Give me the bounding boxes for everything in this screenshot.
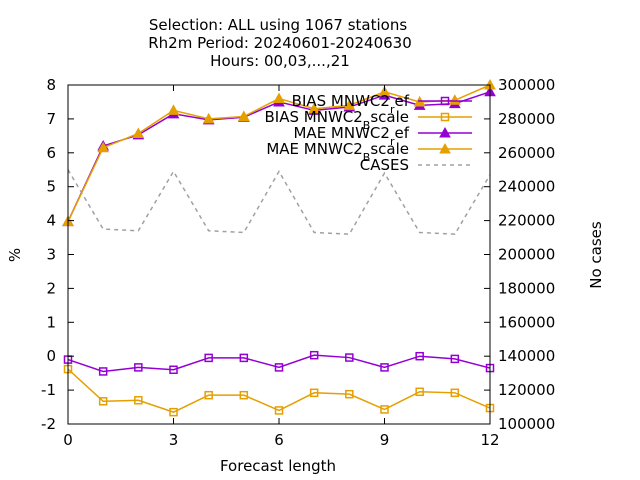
series-point (343, 99, 356, 110)
y-tick-label: 3 (46, 246, 56, 264)
series-point (415, 387, 424, 397)
y-tick-label: 1 (46, 313, 56, 331)
title-line-2: Rh2m Period: 20240601-20240630 (148, 34, 412, 52)
series-point (380, 363, 389, 372)
axis-ticks: 0 3 6 9 12-2-1012345678100000120000140000160… (41, 76, 555, 449)
series-point (309, 350, 319, 360)
series-point (98, 367, 108, 376)
y2-tick-label: 280000 (498, 110, 555, 128)
y2-tick-label: 160000 (498, 313, 555, 331)
legend-entry-4: CASES (360, 156, 472, 174)
series-point (274, 406, 284, 415)
y-axis-label: % (6, 248, 24, 262)
series-point (204, 353, 213, 363)
title-line-1: Selection: ALL using 1067 stations (149, 16, 408, 34)
y-tick-label: 0 (46, 347, 56, 365)
legend-entry-3: MAE MNWC2Bscale (266, 140, 472, 164)
legend-sample-marker (439, 126, 451, 138)
chart-title: Selection: ALL using 1067 stations Rh2m … (148, 16, 412, 70)
y2-tick-label: 200000 (498, 246, 555, 264)
series-point (378, 85, 391, 97)
y-tick-label: 2 (46, 279, 56, 297)
legend-entry-1: BIAS MNWC2Bscale (265, 108, 472, 132)
series-point (415, 351, 424, 361)
y-tick-label: 4 (46, 212, 56, 230)
y2-tick-label: 260000 (498, 144, 555, 162)
series-point (132, 127, 145, 138)
series-1 (63, 364, 495, 417)
series-point (98, 397, 108, 406)
series-0 (63, 350, 495, 376)
series-point (308, 102, 321, 114)
series-point (134, 363, 143, 372)
x-tick-label: 3 (169, 431, 179, 449)
series-point (239, 390, 249, 400)
series-point (345, 353, 354, 362)
series-point (204, 390, 213, 400)
x-tick-label: 9 (380, 431, 390, 449)
y2-tick-label: 100000 (498, 415, 555, 433)
y2-tick-label: 120000 (498, 381, 555, 399)
y2-tick-label: 140000 (498, 347, 555, 365)
series-point (309, 388, 319, 398)
series-point (450, 388, 460, 398)
x-tick-label: 0 (63, 431, 73, 449)
x-axis-label: Forecast length (220, 457, 336, 475)
y-tick-label: -2 (41, 415, 56, 433)
legend-sample-marker (440, 112, 450, 122)
series-line (67, 368, 491, 413)
series-point (450, 354, 460, 364)
legend-label: MAE MNWC2ref (293, 124, 409, 148)
y-tick-label: 7 (46, 110, 56, 128)
y-tick-label: -1 (41, 381, 56, 399)
title-line-3: Hours: 00,03,...,21 (210, 52, 350, 70)
x-tick-label: 12 (480, 431, 499, 449)
series-line (67, 169, 491, 235)
series-4 (67, 169, 491, 235)
legend-entry-0: BIAS MNWC2ref (292, 92, 472, 116)
y2-tick-label: 220000 (498, 212, 555, 230)
series-point (273, 92, 285, 104)
legend-entry-2: MAE MNWC2ref (293, 124, 472, 148)
series-point (380, 405, 389, 414)
x-tick-label: 6 (274, 431, 284, 449)
legend-sample-marker (439, 142, 451, 154)
series-point (237, 110, 250, 122)
y-tick-label: 6 (46, 144, 56, 162)
series-point (134, 396, 143, 405)
series-line (67, 354, 491, 373)
series-point (167, 104, 180, 115)
y2-tick-label: 180000 (498, 279, 555, 297)
y-tick-label: 5 (46, 178, 56, 196)
series-point (345, 389, 354, 399)
legend-sample-marker (440, 96, 450, 106)
series-point (169, 407, 178, 417)
series-point (448, 94, 461, 105)
series-point (202, 112, 215, 124)
legend-label: CASES (360, 156, 409, 174)
series-point (169, 365, 178, 375)
y2-tick-label: 300000 (498, 76, 555, 94)
legend-label: BIAS MNWC2ref (292, 92, 410, 116)
y2-tick-label: 240000 (498, 178, 555, 196)
series-point (239, 353, 249, 363)
legend-label: MAE MNWC2Bscale (266, 140, 409, 164)
series-point (97, 141, 110, 153)
plot-area (62, 78, 496, 417)
y-tick-label: 8 (46, 76, 56, 94)
y2-axis-label: No cases (587, 221, 605, 289)
legend-label: BIAS MNWC2Bscale (265, 108, 409, 132)
series-point (274, 363, 284, 372)
series-3 (62, 78, 496, 227)
